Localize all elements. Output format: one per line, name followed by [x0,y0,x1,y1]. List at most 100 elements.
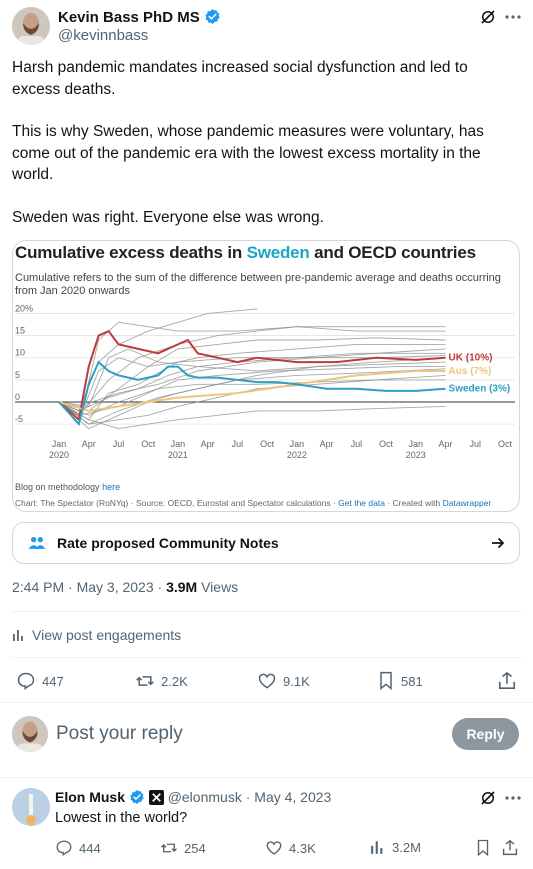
bookmark-action[interactable]: 581 [377,671,423,691]
more-options-icon[interactable] [505,789,521,812]
x-tick-label: Jan [171,439,186,449]
background-series-line [58,374,446,416]
x-tick-label: Jul [351,439,363,449]
reply-bookmark-action[interactable] [475,839,491,862]
repost-icon [161,843,177,853]
y-tick-label: 5 [15,370,20,380]
methodology-link[interactable]: here [102,482,121,492]
grok-icon[interactable] [479,789,497,812]
background-series-line [58,348,446,407]
repost-icon [136,676,154,686]
reply-reply-action[interactable]: 444 [55,839,101,857]
reply-icon [17,672,35,690]
reply-button[interactable]: Reply [452,718,519,750]
background-series-line [58,326,446,416]
x-tick-label: Oct [498,439,513,449]
post-timestamp[interactable]: 2:44 PM · May 3, 2023 · 3.9M Views [12,579,239,595]
more-options-icon[interactable] [505,8,521,31]
chart-source: Chart: The Spectator (RoNYq) · Source: O… [15,498,492,508]
share-icon [498,671,516,690]
x-tick-label: 2023 [406,450,426,460]
reply-like-action[interactable]: 4.3K [265,839,316,857]
x-tick-label: Jul [113,439,125,449]
x-tick-label: 2020 [49,450,69,460]
reply-author-handle[interactable]: @elonmusk [167,789,242,805]
author-avatar[interactable] [12,7,50,45]
series-label-uk: UK (10%) [449,353,493,364]
author-name[interactable]: Kevin Bass PhD MS [58,9,200,26]
y-tick-label: -5 [15,414,23,424]
reply-repost-action[interactable]: 254 [160,839,206,857]
rocket-avatar-icon [12,788,50,826]
repost-action[interactable]: 2.2K [135,671,188,691]
y-tick-label: 15 [15,326,25,336]
community-notes-label: Rate proposed Community Notes [57,535,279,551]
x-tick-label: Apr [320,439,334,449]
x-tick-label: Jan [52,439,67,449]
arrow-right-icon [492,537,505,549]
post-text-paragraph: Sweden was right. Everyone else was wron… [12,208,324,226]
reply-input[interactable]: Post your reply [56,723,183,744]
methodology-note: Blog on methodology here [15,482,121,492]
x-tick-label: Apr [439,439,453,449]
series-line-sweden [58,360,446,427]
reply-icon [56,840,72,857]
get-data-link[interactable]: Get the data [338,498,385,508]
reply-author-name[interactable]: Elon Musk [55,789,126,805]
verified-badge-icon[interactable] [204,8,221,25]
x-tick-label: Apr [201,439,215,449]
reply-text: Lowest in the world? [55,810,188,826]
reply-author-avatar[interactable] [12,788,50,826]
x-tick-label: Apr [82,439,96,449]
series-line-aus [58,370,446,412]
x-tick-label: 2021 [168,450,188,460]
verified-badge-icon[interactable] [129,789,145,805]
avatar-portrait-icon [12,7,50,45]
post-text: Harsh pandemic mandates increased social… [12,57,517,228]
reply-action[interactable]: 447 [16,671,64,691]
series-line-uk [58,329,446,422]
chart-subtitle: Cumulative refers to the sum of the diff… [15,272,501,297]
community-people-icon [28,537,46,549]
analytics-icon [371,841,383,854]
x-tick-label: Jan [409,439,424,449]
background-series-line [58,355,446,421]
reply-date[interactable]: May 4, 2023 [254,789,332,805]
grok-icon[interactable] [479,8,497,31]
background-series-line [58,379,446,425]
heart-icon [258,673,276,689]
background-series-line [58,348,446,407]
reply-views-action[interactable]: 3.2M [370,839,421,855]
post-text-paragraph: This is why Sweden, whose pandemic measu… [12,123,484,183]
composer-avatar [12,716,48,752]
reply-header: Elon Musk @elonmusk · May 4, 2023 [55,789,332,805]
datawrapper-link[interactable]: Datawrapper [442,498,492,508]
share-action[interactable] [498,671,516,696]
avatar-portrait-icon [12,716,48,752]
like-action[interactable]: 9.1K [257,671,310,691]
bookmark-icon [477,839,489,857]
bookmark-icon [380,671,392,691]
community-notes-button[interactable]: Rate proposed Community Notes [12,522,520,564]
y-tick-label: 10 [15,348,25,358]
background-series-line [58,401,446,430]
x-tick-label: Jul [232,439,244,449]
author-handle[interactable]: @kevinnbass [58,27,149,44]
y-tick-label: 0 [15,392,20,402]
chart-title: Cumulative excess deaths in Sweden and O… [15,243,476,262]
background-series-line [58,343,446,421]
y-tick-label: 20% [15,303,33,313]
reply-share-action[interactable] [502,839,518,862]
background-series-line [58,368,446,425]
series-label-aus: Aus (7%) [449,366,492,377]
view-engagements-link[interactable]: View post engagements [12,627,181,643]
chart-image[interactable]: Cumulative excess deaths in Sweden and O… [12,240,520,512]
heart-icon [266,841,282,855]
x-affiliate-badge-icon[interactable] [148,790,164,805]
share-icon [502,839,518,856]
x-tick-label: Oct [379,439,394,449]
series-label-sweden: Sweden (3%) [449,384,511,395]
x-tick-label: Jul [470,439,482,449]
views-count: 3.9M [166,579,198,595]
